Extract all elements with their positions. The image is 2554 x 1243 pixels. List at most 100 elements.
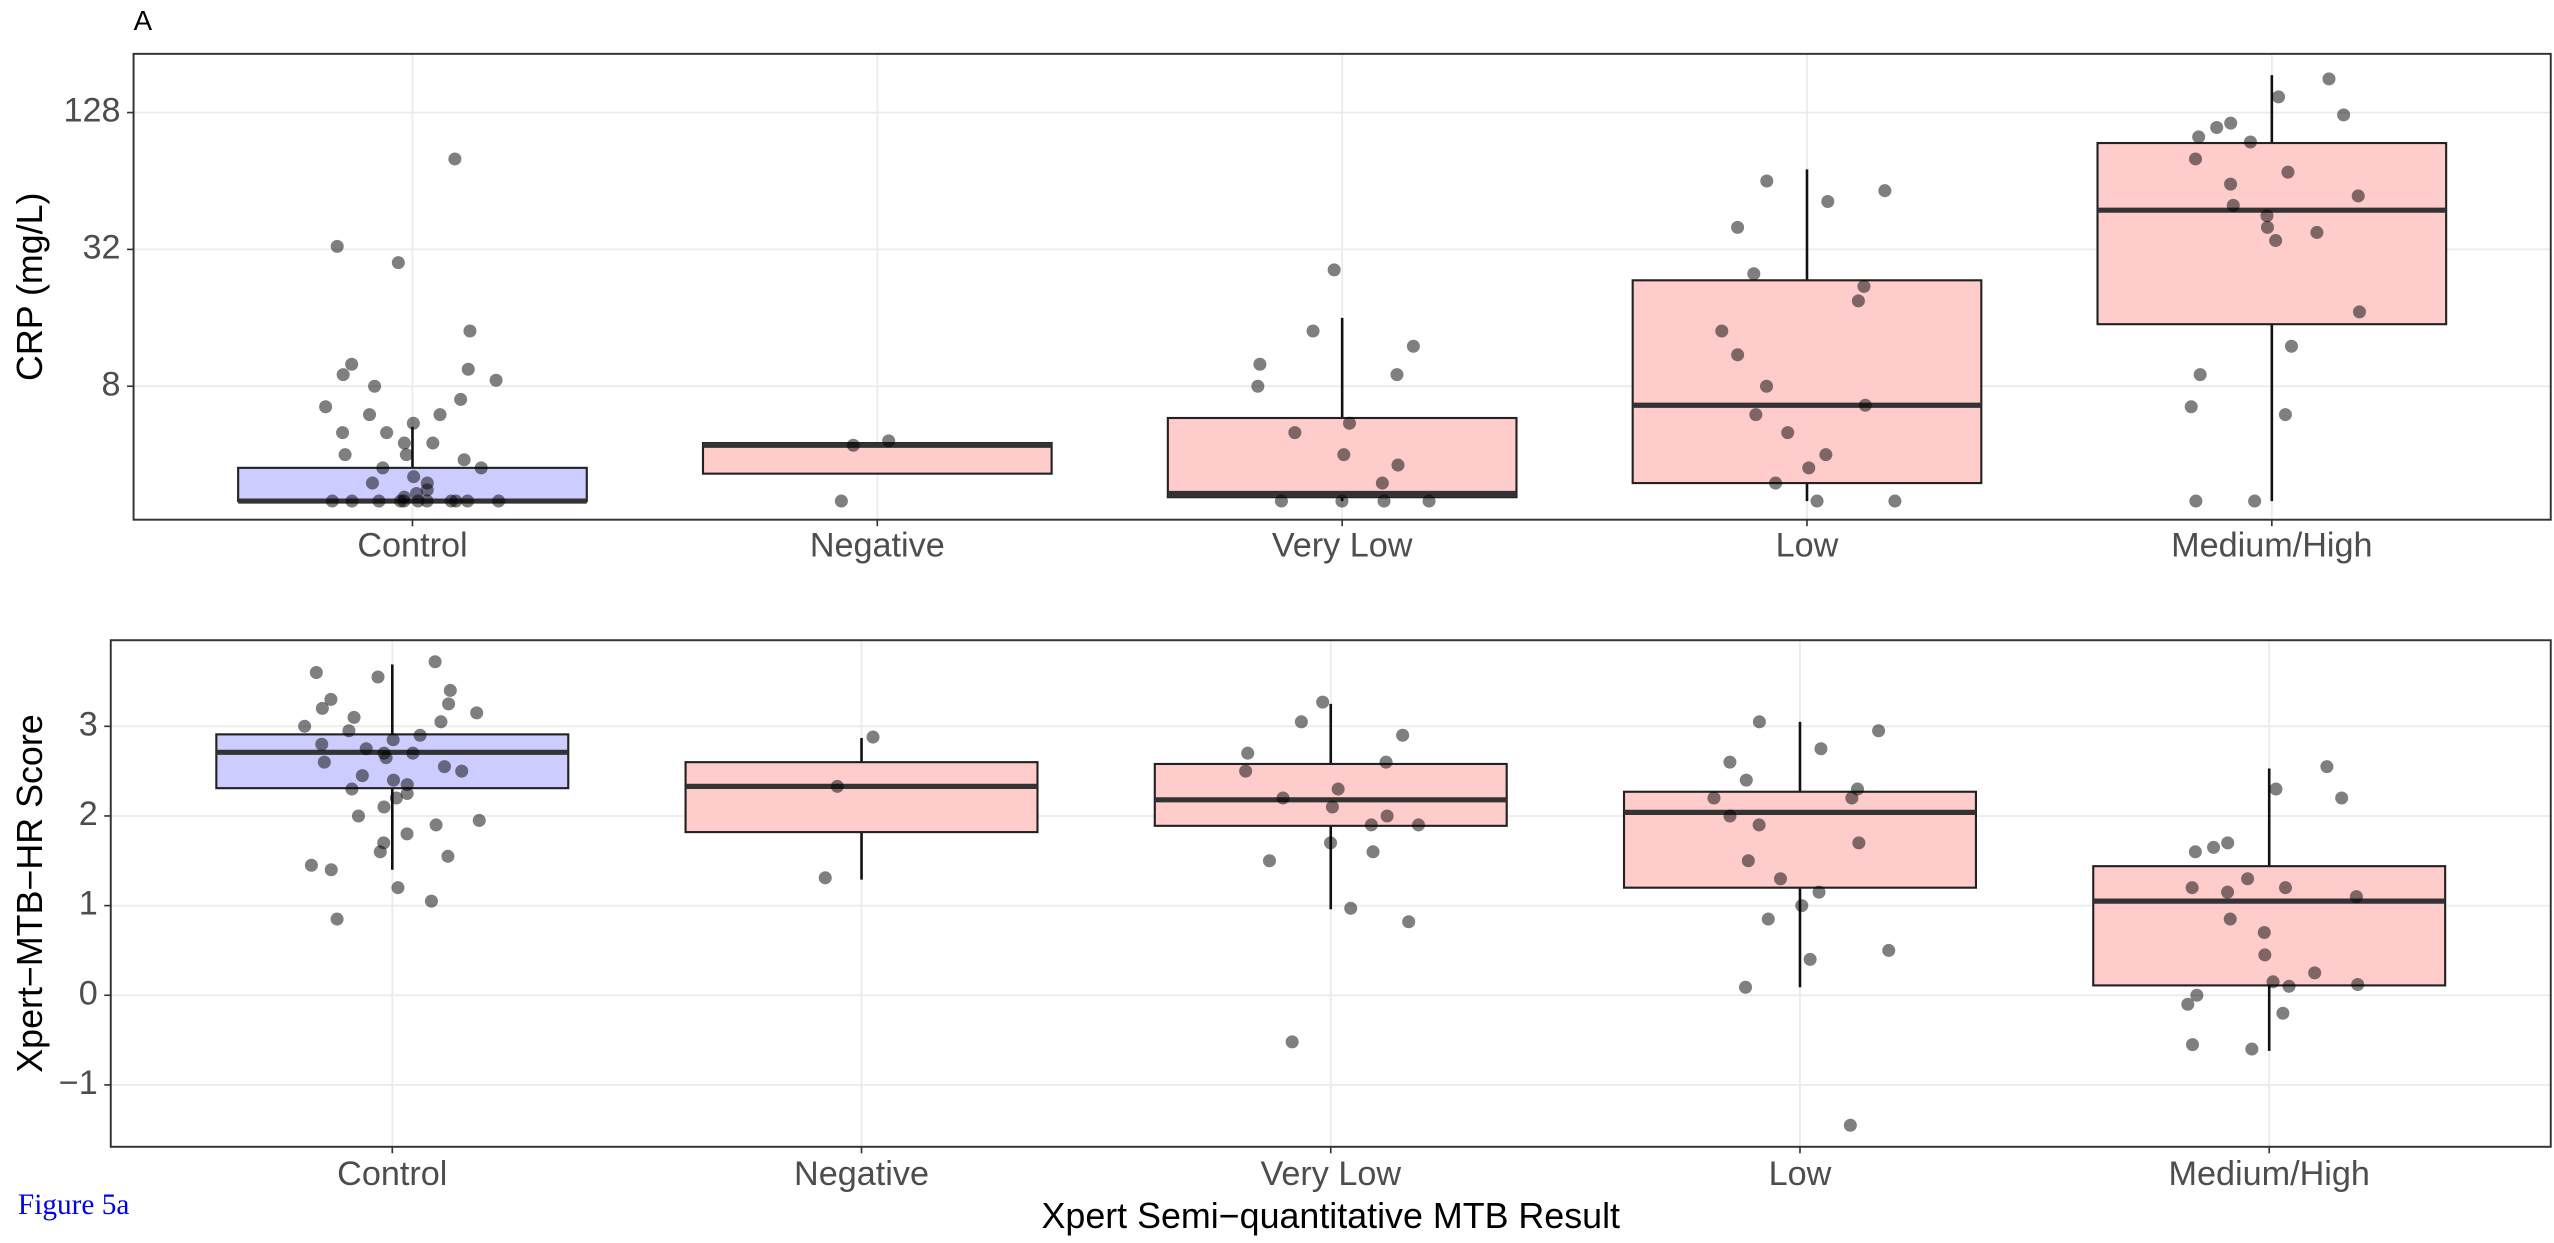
point: [1288, 426, 1302, 440]
point: [365, 476, 379, 490]
point: [1327, 263, 1341, 277]
point: [1852, 836, 1866, 850]
point: [373, 845, 387, 859]
figure-link[interactable]: Figure 5a: [18, 1189, 129, 1221]
point: [298, 719, 312, 733]
y-tick-label: 128: [63, 92, 120, 130]
point: [1406, 339, 1420, 353]
box: [1631, 279, 1983, 485]
point: [433, 408, 447, 422]
point: [2352, 305, 2366, 319]
point: [2272, 90, 2286, 104]
point: [309, 665, 323, 680]
x-tick-label: Negative: [810, 526, 945, 564]
point: [492, 494, 506, 508]
box: [2096, 141, 2448, 326]
point: [2260, 209, 2274, 223]
point: [2185, 881, 2199, 895]
panel-label: A: [134, 5, 153, 36]
box: [1622, 790, 1977, 889]
point: [1843, 1118, 1857, 1132]
point: [399, 448, 413, 462]
point: [1422, 494, 1436, 508]
point: [1747, 267, 1761, 281]
point: [330, 912, 344, 926]
box: [2092, 865, 2447, 987]
y-tick-label: 8: [102, 365, 121, 403]
point: [2221, 885, 2235, 899]
point: [2322, 72, 2336, 86]
point: [336, 368, 350, 382]
point: [1814, 742, 1828, 756]
point: [2221, 836, 2235, 850]
point: [2207, 840, 2221, 854]
point: [2258, 948, 2272, 962]
point: [324, 692, 338, 706]
point: [2224, 116, 2238, 130]
y-axis-title: CRP (mg/L): [10, 193, 50, 381]
point: [1325, 800, 1339, 814]
box: [684, 761, 1039, 834]
point: [1752, 715, 1766, 729]
point: [1739, 980, 1753, 994]
point: [1812, 885, 1826, 899]
point: [406, 416, 420, 430]
point: [351, 809, 365, 823]
point: [2223, 912, 2237, 926]
x-tick-label: Low: [1769, 1155, 1832, 1193]
point: [1882, 943, 1896, 957]
point: [1331, 782, 1345, 796]
point: [461, 494, 475, 508]
point: [1715, 324, 1729, 338]
point: [2310, 225, 2324, 239]
point: [342, 724, 356, 738]
point: [2320, 760, 2334, 774]
point: [454, 392, 468, 406]
point: [2190, 988, 2204, 1002]
y-tick-label: 3: [79, 705, 98, 743]
point: [455, 764, 469, 778]
point: [304, 858, 318, 872]
point: [1241, 746, 1255, 760]
x-tick-label: Low: [1776, 526, 1839, 564]
point: [1262, 854, 1276, 868]
point: [1251, 379, 1265, 393]
point: [457, 453, 471, 467]
point: [2308, 966, 2322, 980]
point: [368, 379, 382, 393]
point: [2351, 189, 2365, 203]
point: [391, 256, 405, 270]
point: [2241, 872, 2255, 886]
point: [834, 494, 848, 508]
point: [1366, 845, 1380, 859]
point: [2210, 121, 2224, 135]
point: [362, 408, 377, 422]
point: [434, 715, 448, 729]
point: [1306, 324, 1320, 338]
point: [426, 436, 440, 450]
point: [1342, 416, 1356, 430]
point: [1857, 279, 1871, 293]
point: [397, 436, 411, 450]
point: [1741, 854, 1755, 868]
point: [372, 494, 386, 508]
point: [2282, 979, 2296, 993]
point: [345, 494, 359, 508]
point: [2181, 997, 2195, 1011]
point: [413, 728, 427, 742]
point: [394, 494, 408, 508]
point: [1396, 728, 1410, 742]
y-tick-label: −1: [59, 1064, 98, 1102]
x-tick-label: Very Low: [1260, 1155, 1401, 1193]
point: [1294, 715, 1308, 729]
point: [336, 426, 350, 440]
point: [428, 655, 442, 669]
point: [1274, 494, 1288, 508]
point: [338, 448, 352, 462]
point: [355, 769, 369, 783]
point: [1749, 408, 1763, 422]
point: [1769, 476, 1783, 490]
point: [1391, 458, 1405, 472]
point: [2278, 881, 2292, 895]
